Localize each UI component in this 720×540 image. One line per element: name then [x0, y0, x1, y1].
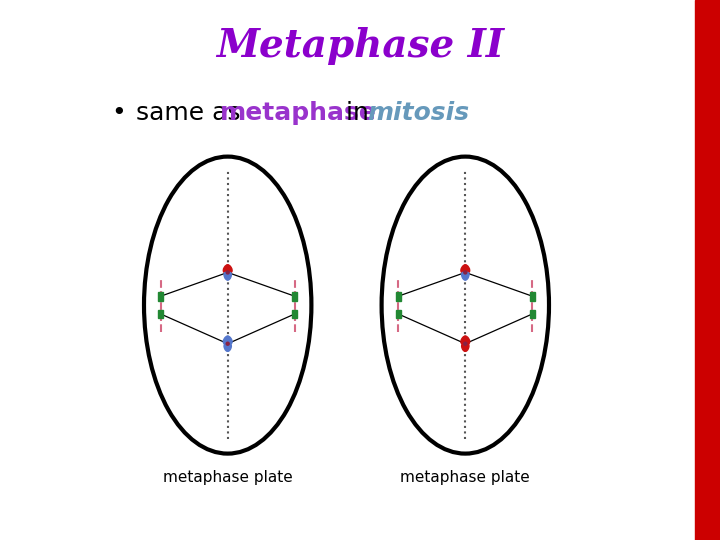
Ellipse shape [224, 272, 229, 280]
Circle shape [226, 271, 229, 274]
Ellipse shape [461, 265, 467, 273]
Ellipse shape [223, 265, 229, 273]
Ellipse shape [461, 336, 467, 344]
Ellipse shape [223, 336, 229, 344]
Ellipse shape [464, 272, 469, 280]
Ellipse shape [464, 265, 469, 273]
Text: Metaphase II: Metaphase II [216, 27, 504, 65]
Bar [292, 309, 297, 319]
Bar [395, 309, 401, 319]
Text: metaphase plate: metaphase plate [400, 470, 530, 485]
Bar [158, 309, 163, 319]
Bar [292, 292, 297, 301]
Ellipse shape [464, 343, 469, 352]
Ellipse shape [226, 265, 232, 273]
Text: metaphase plate: metaphase plate [163, 470, 292, 485]
Ellipse shape [226, 336, 232, 344]
Ellipse shape [227, 343, 231, 352]
Text: mitosis: mitosis [367, 102, 469, 125]
Circle shape [464, 342, 467, 345]
Text: •: • [112, 102, 126, 125]
Bar [529, 309, 535, 319]
Bar [158, 292, 163, 301]
Bar [395, 292, 401, 301]
Text: in: in [338, 102, 377, 125]
Circle shape [464, 271, 467, 274]
Bar [529, 292, 535, 301]
Ellipse shape [462, 272, 467, 280]
Ellipse shape [227, 272, 231, 280]
Text: same as: same as [136, 102, 248, 125]
Text: metaphase: metaphase [220, 102, 377, 125]
Ellipse shape [224, 343, 229, 352]
Circle shape [226, 342, 229, 345]
Ellipse shape [462, 343, 467, 352]
Ellipse shape [464, 336, 469, 344]
